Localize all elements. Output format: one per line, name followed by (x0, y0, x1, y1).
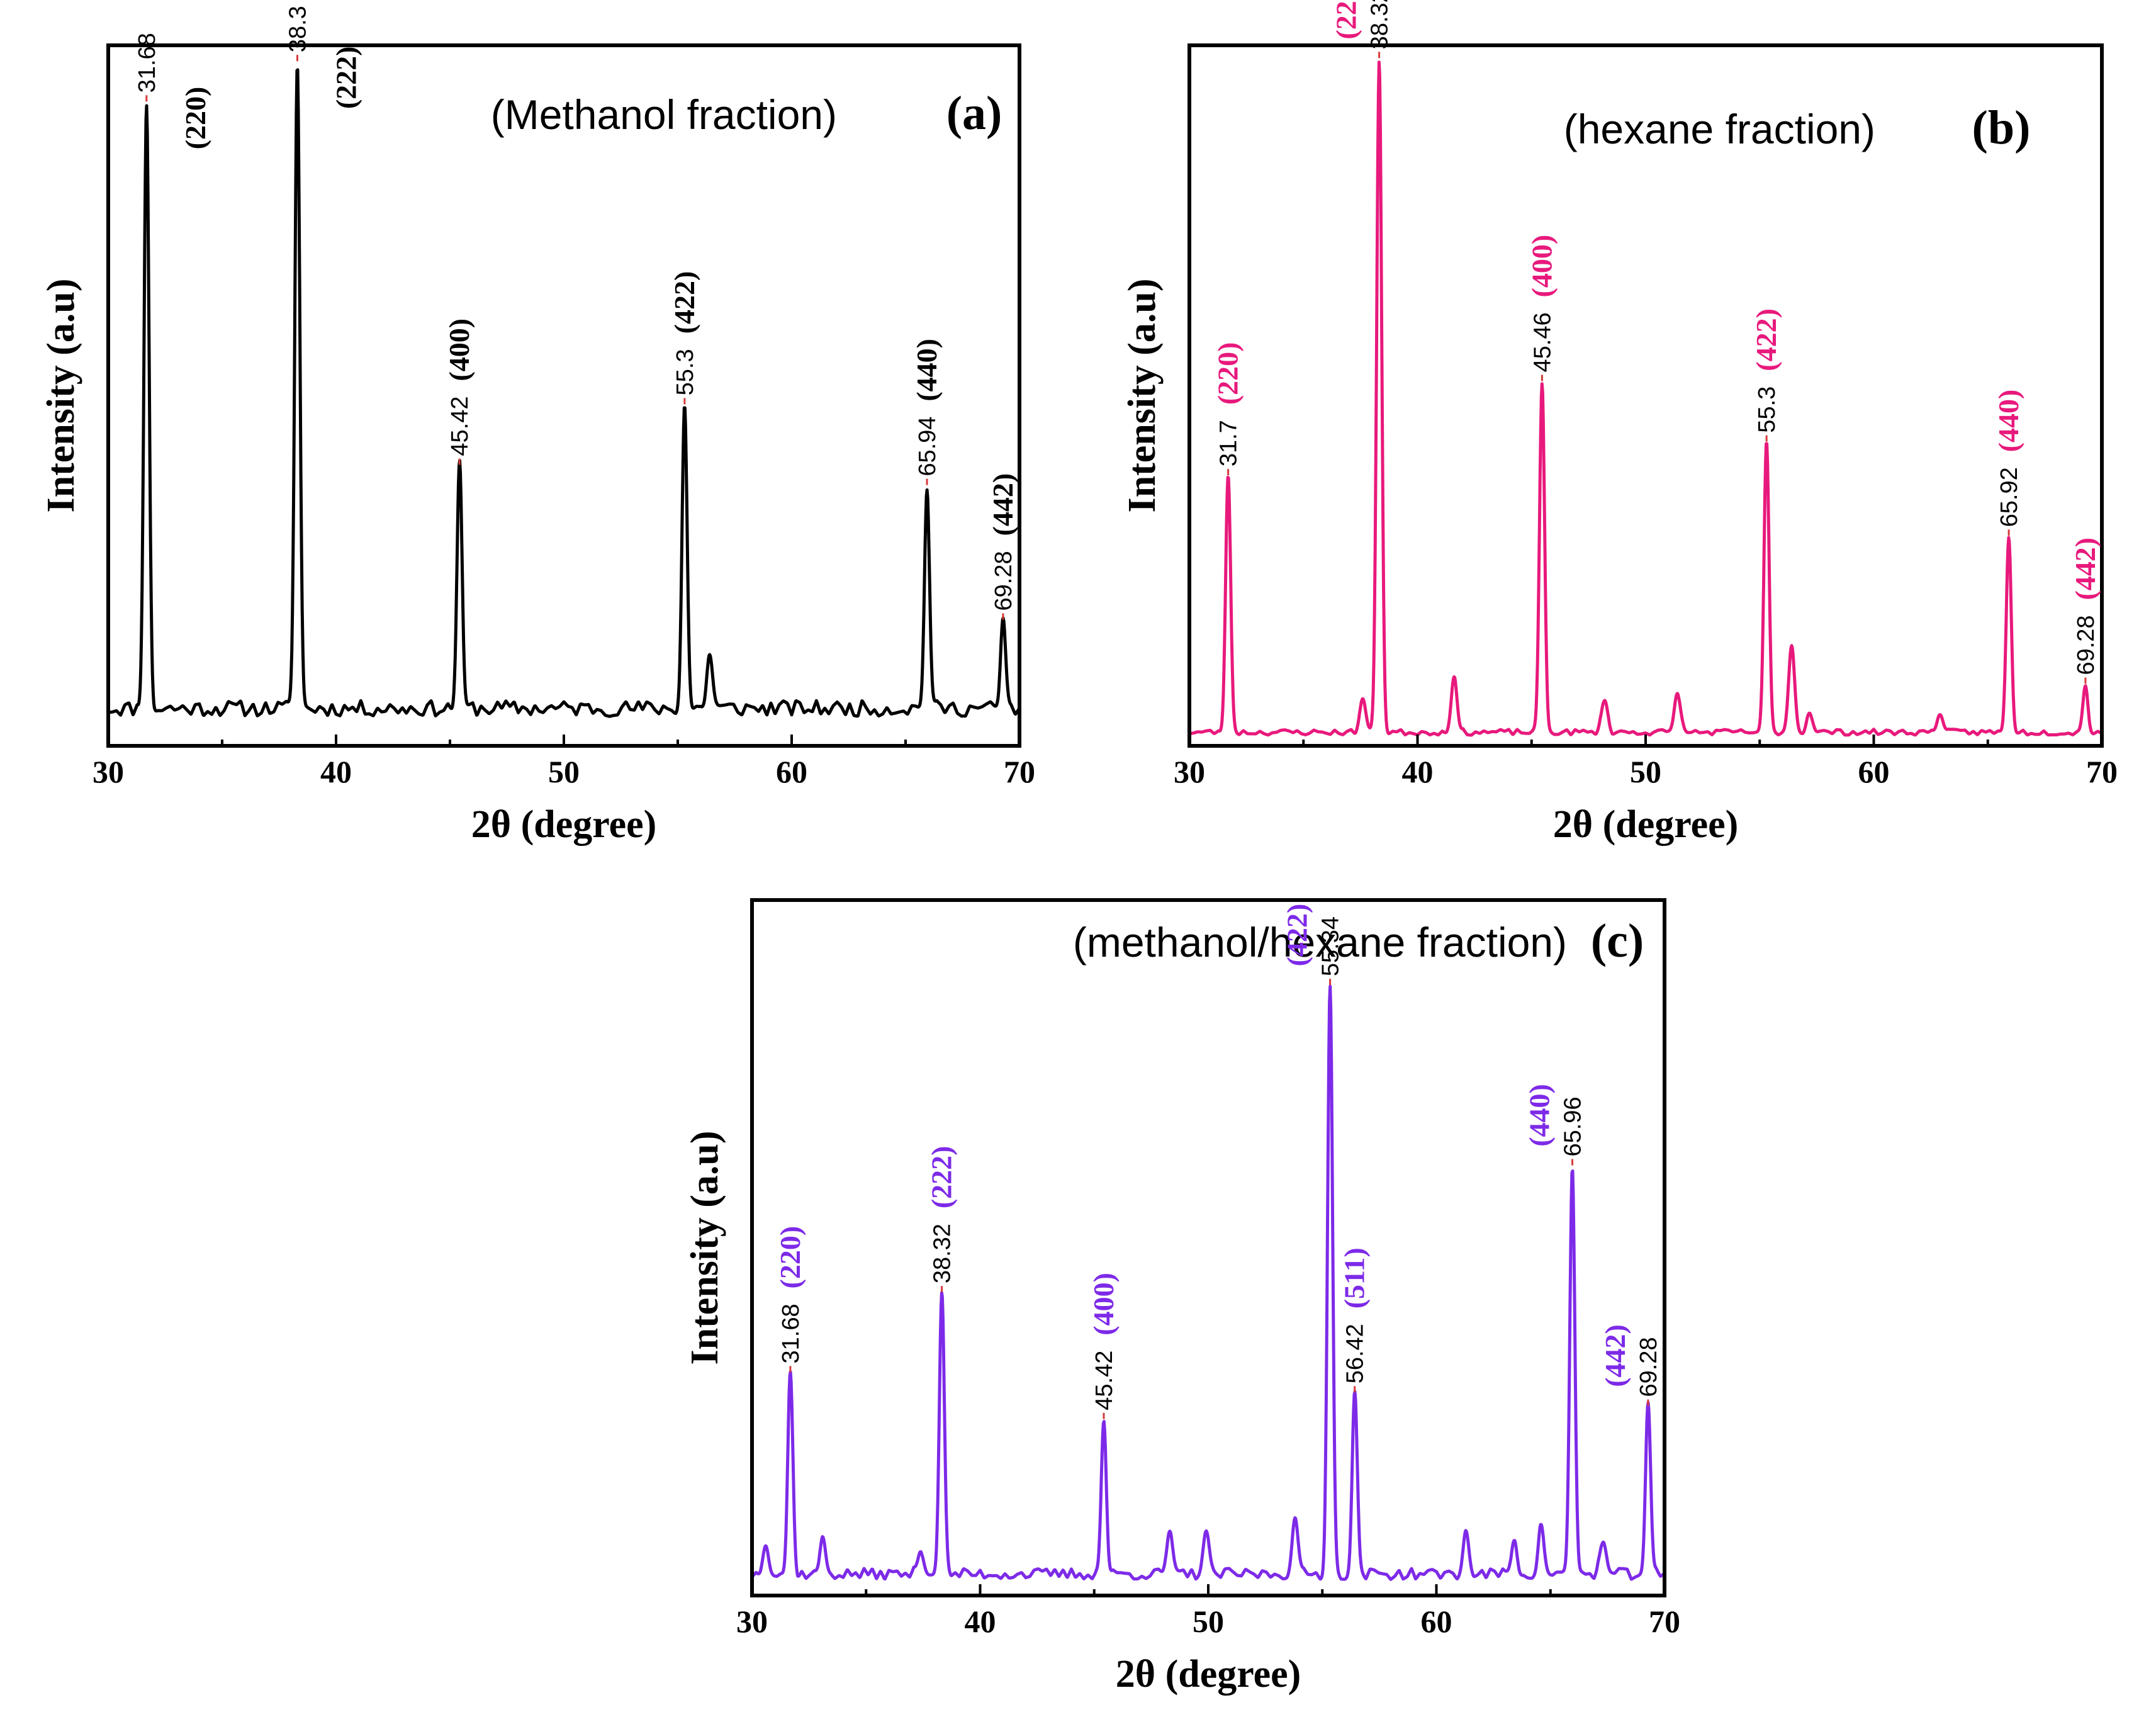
x-tick-label: 50 (548, 754, 580, 789)
xrd-series-line (1188, 60, 2103, 737)
x-tick-label: 30 (93, 754, 124, 789)
peak-hkl-label-442: (442) (987, 473, 1019, 536)
peak-hkl-label-442: (442) (2069, 538, 2101, 600)
peak-hkl-label-422: (422) (668, 271, 700, 334)
panel-letter: (a) (946, 87, 1002, 140)
x-axis-label: 2θ (degree) (1553, 803, 1739, 846)
peak-hkl-label-442: (442) (1599, 1324, 1631, 1387)
x-tick-label: 70 (2086, 754, 2118, 789)
peak-value-label-31-68: 31.68 (134, 33, 160, 93)
peak-value-label-69-28: 69.28 (1636, 1337, 1662, 1397)
x-tick-label: 40 (320, 754, 352, 789)
x-tick-label: 50 (1193, 1604, 1224, 1639)
peak-hkl-label-440: (440) (1992, 390, 2024, 453)
y-axis-label: Intensity (a.u) (40, 278, 82, 512)
panel-letter: (c) (1591, 915, 1644, 967)
panel-a: 30 40 50 60 70 2θ (degree) Intensity (a.u) (Met… (40, 6, 1035, 846)
peak-value-label-69-28: 69.28 (991, 551, 1017, 611)
peak-hkl-label-440: (440) (1524, 1084, 1556, 1147)
x-tick-label: 60 (1858, 754, 1890, 789)
x-tick-label: 50 (1630, 754, 1661, 789)
peak-hkl-label-422: (422) (1281, 904, 1313, 967)
peak-value-label-65-96: 65.96 (1560, 1096, 1586, 1156)
peak-value-label-45-42: 45.42 (447, 396, 473, 456)
peak-value-label-55-3: 55.3 (672, 349, 699, 395)
x-tick-label: 30 (736, 1604, 768, 1639)
peak-hkl-label-511: (511) (1339, 1247, 1371, 1309)
panel-title: (Methanol fraction) (491, 91, 837, 138)
peak-hkl-label-400: (400) (1087, 1273, 1120, 1336)
peak-hkl-label-222: (222) (330, 47, 362, 110)
x-tick-label: 70 (1649, 1604, 1680, 1639)
panel-title: (methanol/hexane fraction) (1073, 919, 1567, 966)
peak-hkl-label-222: (222) (926, 1146, 958, 1209)
x-tick-label: 40 (965, 1604, 996, 1639)
x-tick-label: 60 (1421, 1604, 1452, 1639)
peak-value-label-31-7: 31.7 (1216, 420, 1242, 466)
y-axis-label: Intensity (a.u) (683, 1130, 726, 1365)
peak-value-label-45-42: 45.42 (1091, 1351, 1118, 1410)
peak-hkl-label-220: (220) (179, 87, 211, 150)
plot-frame (750, 898, 1666, 1597)
panel-letter: (b) (1972, 101, 2031, 154)
peak-value-label-38-32: 38.32 (929, 1224, 956, 1283)
peak-hkl-label-440: (440) (911, 339, 943, 402)
x-tick-label: 70 (1004, 754, 1035, 789)
peak-value-label-38-32: 38.32 (1367, 0, 1393, 49)
y-axis-label: Intensity (a.u) (1121, 278, 1164, 512)
peak-value-label-55-34: 55.34 (1318, 916, 1344, 976)
x-tick-label: 30 (1174, 754, 1205, 789)
xrd-series-line (107, 68, 1021, 718)
peak-hkl-label-220: (220) (774, 1226, 806, 1289)
peak-value-label-38-3: 38.3 (284, 6, 311, 52)
peak-value-label-69-28: 69.28 (2073, 615, 2099, 675)
x-tick-label: 40 (1402, 754, 1434, 789)
peak-hkl-label-400: (400) (443, 318, 475, 381)
peak-hkl-label-220: (220) (1212, 342, 1244, 405)
peak-hkl-label-422: (422) (1750, 308, 1782, 371)
panel-b: 30 40 50 60 70 2θ (degree) Intensity (a.u) (hex… (1121, 0, 2118, 846)
peak-value-label-55-3: 55.3 (1754, 386, 1780, 433)
peak-hkl-label-222: (222) (1330, 0, 1362, 40)
x-axis-label: 2θ (degree) (1116, 1653, 1301, 1696)
peak-value-label-65-94: 65.94 (914, 417, 941, 476)
x-axis-label: 2θ (degree) (471, 803, 657, 846)
panel-title: (hexane fraction) (1564, 106, 1875, 152)
plot-frame (106, 43, 1021, 748)
peak-value-label-65-92: 65.92 (1996, 467, 2023, 527)
peak-value-label-31-68: 31.68 (778, 1303, 804, 1363)
peak-hkl-label-400: (400) (1525, 235, 1558, 298)
peak-value-label-45-46: 45.46 (1529, 312, 1556, 372)
peak-value-label-56-42: 56.42 (1342, 1324, 1369, 1383)
x-tick-label: 60 (776, 754, 807, 789)
xrd-series-line (751, 984, 1666, 1581)
panel-c: 30 40 50 60 70 2θ (degree) Intensity (a.u) (met… (683, 898, 1680, 1696)
